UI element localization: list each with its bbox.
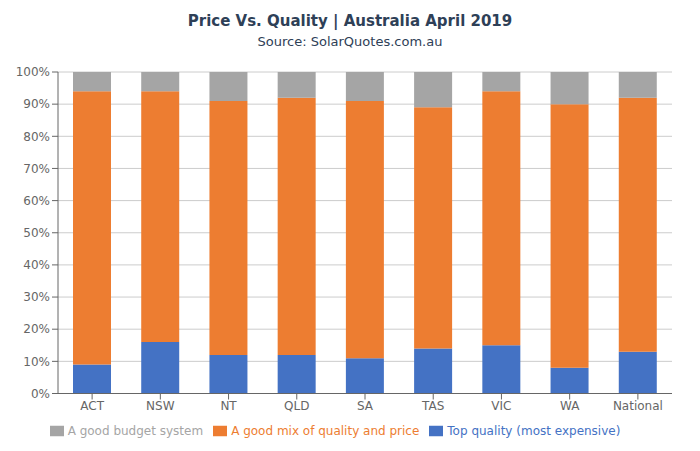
- html-text:Source: SolarQuotes.com.au: Source: SolarQuotes.com.au: [257, 34, 443, 49]
- html-text:Price Vs. Quality | Australia: Price Vs. Quality | Australia April 2019: [187, 12, 513, 30]
- svg-text:National: National: [613, 399, 663, 413]
- svg-text:0%: 0%: [31, 387, 50, 401]
- svg-text:90%: 90%: [23, 97, 50, 111]
- svg-text:ACT: ACT: [80, 399, 104, 413]
- svg-text:30%: 30%: [23, 290, 50, 304]
- svg-text:VIC: VIC: [491, 399, 511, 413]
- svg-text:SA: SA: [357, 399, 374, 413]
- svg-text:10%: 10%: [23, 355, 50, 369]
- svg-text:WA: WA: [560, 399, 580, 413]
- svg-text:60%: 60%: [23, 194, 50, 208]
- svg-text:50%: 50%: [23, 226, 50, 240]
- svg-text:QLD: QLD: [284, 399, 309, 413]
- html-text:A good mix of quality and pric: A good mix of quality and price: [231, 423, 420, 438]
- svg-text:TAS: TAS: [421, 399, 444, 413]
- svg-text:NT: NT: [220, 399, 237, 413]
- svg-text:40%: 40%: [23, 258, 50, 272]
- html-text:Top quality (most expensive): Top quality (most expensive): [447, 423, 621, 438]
- svg-text:NSW: NSW: [146, 399, 175, 413]
- svg-text:80%: 80%: [23, 130, 50, 144]
- svg-text:20%: 20%: [23, 322, 50, 336]
- svg-text:100%: 100%: [16, 65, 50, 79]
- html-text:A good budget system: A good budget system: [67, 423, 204, 438]
- svg-text:70%: 70%: [23, 162, 50, 176]
